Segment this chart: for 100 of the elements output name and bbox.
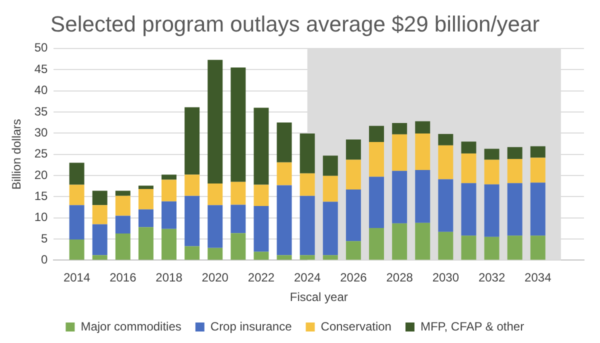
bar (138, 186, 154, 190)
bar (300, 134, 315, 174)
bar (530, 182, 546, 236)
y-tick-label: 35 (34, 104, 48, 118)
bar (276, 255, 292, 260)
bar (138, 189, 154, 210)
bar (369, 176, 384, 228)
y-tick-label: 50 (34, 40, 48, 55)
y-tick-label: 5 (41, 231, 48, 246)
bar (208, 205, 223, 248)
bar (461, 153, 476, 184)
bar (184, 196, 200, 246)
bar (415, 170, 430, 223)
bar (208, 184, 223, 206)
y-tick-label: 25 (34, 146, 48, 161)
bar (92, 190, 108, 206)
x-tick-label: 2030 (432, 270, 460, 285)
bar (230, 204, 246, 234)
y-tick-label: 30 (34, 125, 48, 140)
bar (276, 162, 292, 186)
bar (254, 108, 269, 185)
y-tick-label: 20 (34, 168, 48, 182)
bar (208, 248, 223, 260)
bar (92, 224, 108, 256)
x-tick-label: 2016 (110, 270, 137, 285)
bar (507, 183, 522, 236)
x-tick-label: 2022 (248, 270, 275, 285)
y-tick-label: 15 (34, 188, 48, 203)
bar (346, 160, 361, 190)
bar (162, 228, 177, 260)
x-tick-label: 2034 (524, 270, 552, 285)
y-tick-label: 45 (34, 62, 48, 76)
bar (69, 205, 84, 240)
bar (415, 134, 430, 170)
bar (230, 233, 246, 260)
bar (254, 184, 269, 206)
bar (322, 202, 338, 256)
x-tick-label: 2032 (478, 270, 506, 285)
bar (346, 189, 361, 242)
bar (369, 142, 384, 177)
bar (115, 216, 130, 234)
bar (184, 107, 200, 175)
bar (507, 147, 522, 159)
x-tick-label: 2014 (63, 270, 90, 285)
bar (438, 179, 454, 232)
bar (300, 173, 315, 196)
y-tick-label: 40 (34, 83, 48, 98)
bar (415, 222, 430, 260)
bar (507, 236, 522, 260)
bar (162, 201, 177, 229)
bar (184, 246, 200, 260)
bar (322, 156, 338, 176)
bar (69, 239, 84, 260)
bar (276, 185, 292, 256)
bar (461, 183, 476, 236)
x-tick-label: 2018 (156, 270, 183, 285)
bar (276, 122, 292, 162)
y-tick-label: 0 (41, 252, 48, 267)
bar (162, 174, 177, 180)
bar (69, 162, 84, 185)
legend-label: MFP, CFAP & other (420, 319, 524, 334)
y-tick-label: 10 (34, 210, 48, 224)
x-axis-title: Fiscal year (290, 290, 348, 304)
bar (230, 182, 246, 205)
chart-title: Selected program outlays average $29 billion/year (50, 11, 540, 36)
bar (322, 255, 338, 260)
bar (346, 139, 361, 160)
bar (530, 236, 546, 260)
bar (138, 227, 154, 260)
bar (392, 122, 408, 134)
bar (392, 223, 408, 260)
x-tick-label: 2020 (202, 270, 229, 285)
bar (438, 232, 454, 260)
bar (461, 142, 476, 154)
bar (461, 236, 476, 260)
x-tick-label: 2024 (294, 270, 322, 285)
bar (162, 180, 177, 202)
bar (392, 134, 408, 171)
bar (92, 255, 108, 260)
y-axis-title: Billion dollars (10, 118, 24, 190)
legend-label: Conservation (320, 319, 392, 334)
x-tick-label: 2026 (340, 270, 368, 285)
bar (184, 174, 200, 196)
bar (369, 126, 384, 142)
bar (438, 134, 454, 146)
bar (254, 252, 269, 260)
bar (322, 176, 338, 202)
bar (438, 145, 454, 180)
bar (254, 206, 269, 252)
x-tick-label: 2028 (386, 270, 414, 285)
bar (484, 160, 500, 184)
bar (115, 196, 130, 216)
bar (392, 170, 408, 224)
bar (484, 148, 500, 160)
bar (230, 67, 246, 182)
bar (484, 184, 500, 237)
bar (69, 184, 84, 206)
bar (138, 209, 154, 228)
bar (115, 234, 130, 260)
legend-label: Crop insurance (210, 319, 292, 334)
